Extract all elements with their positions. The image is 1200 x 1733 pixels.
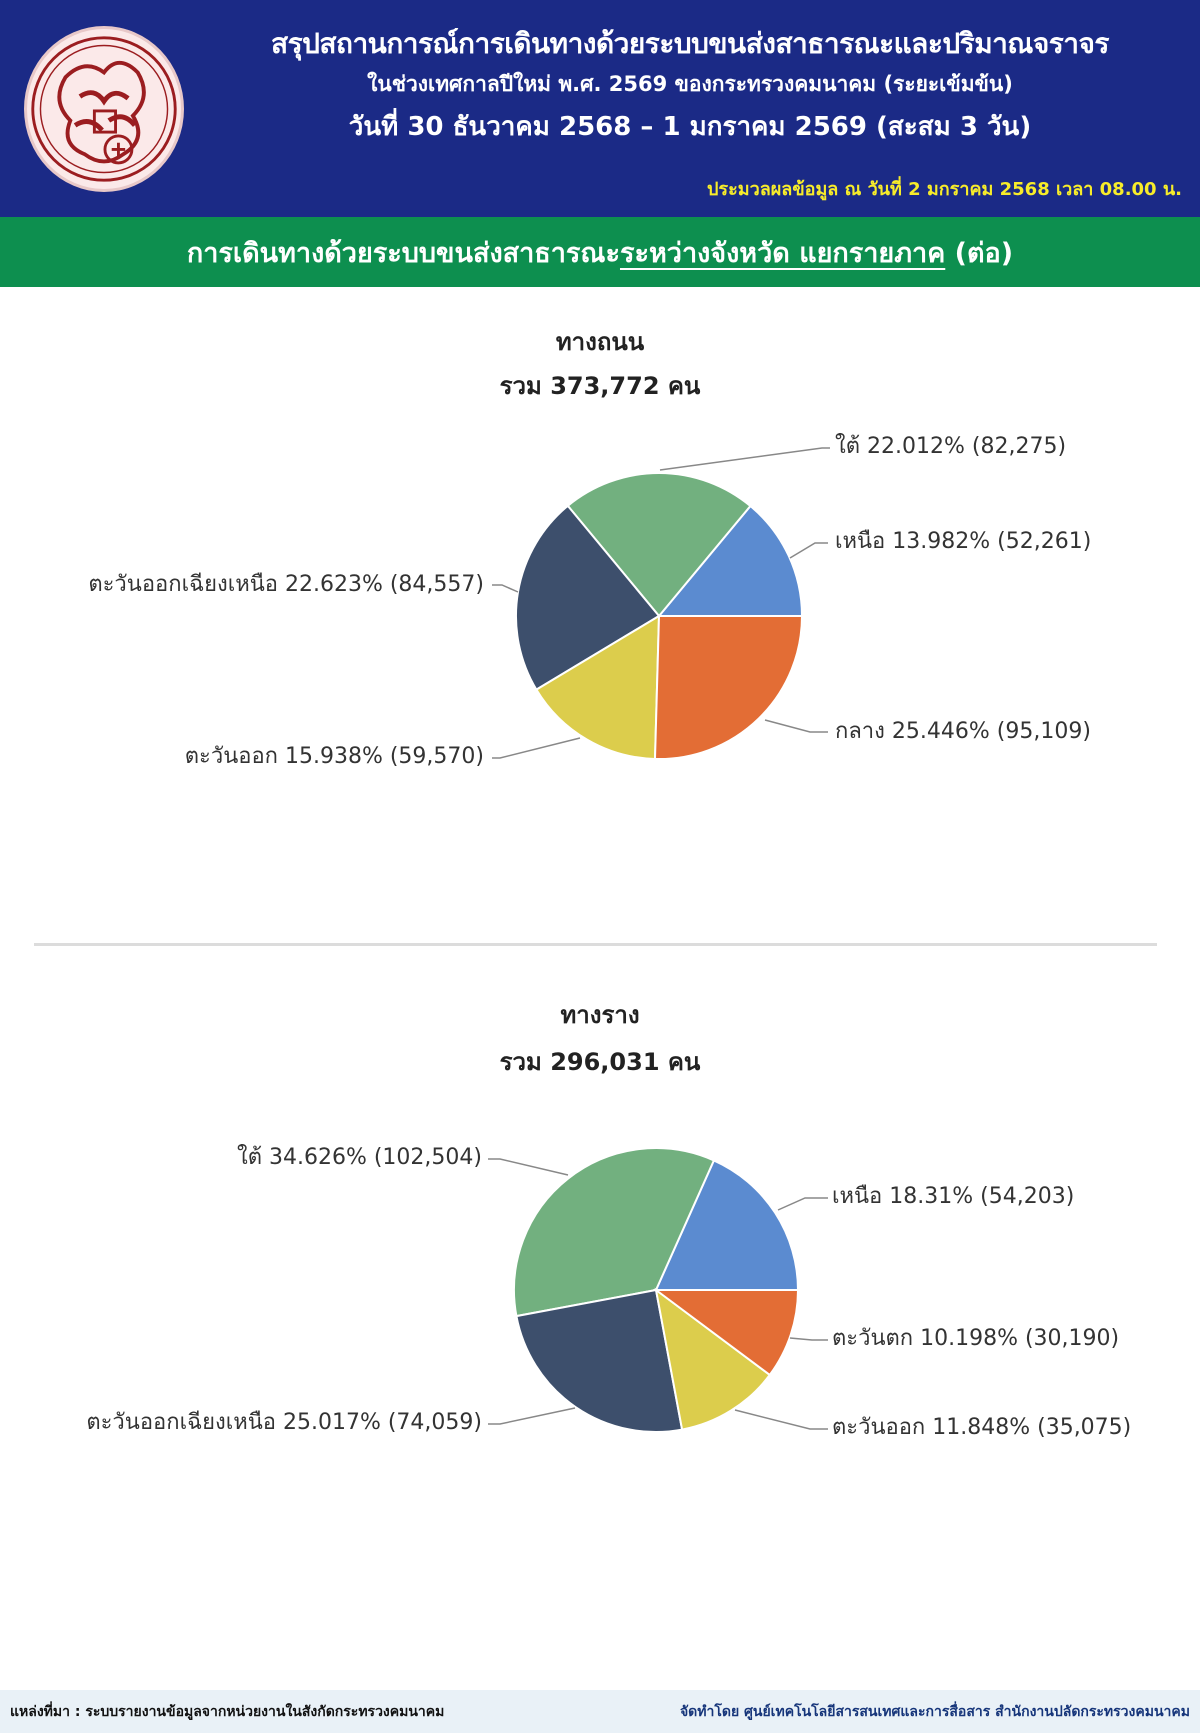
rail-label-northeast: ตะวันออกเฉียงเหนือ 25.017% (74,059) <box>86 1410 482 1435</box>
rail-slice-northeast <box>515 1288 684 1433</box>
section-heading: การเดินทางด้วยระบบขนส่งสาธารณะ ระหว่างจั… <box>0 217 1200 287</box>
section-heading-prefix: การเดินทางด้วยระบบขนส่งสาธารณะ <box>186 237 620 269</box>
rail-label-south: ใต้ 34.626% (102,504) <box>236 1145 482 1170</box>
section-heading-underlined: ระหว่างจังหวัด แยกรายภาค <box>619 237 946 269</box>
report-date-range: วันที่ 30 ธันวาคม 2568 – 1 มกราคม 2569 (… <box>348 112 1032 142</box>
section-heading-suffix: (ต่อ) <box>945 237 1014 269</box>
road-slice-east <box>535 614 661 761</box>
prepared-by-note: จัดทำโดย ศูนย์เทคโนโลยีสารสนเทศและการสื่… <box>679 1703 1190 1720</box>
road-label-central: กลาง 25.446% (95,109) <box>835 719 1091 744</box>
road-slice-central <box>653 615 804 761</box>
rail-label-west: ตะวันตก 10.198% (30,190) <box>832 1326 1120 1351</box>
rail-slice-east <box>654 1287 772 1431</box>
report-header: สรุปสถานการณ์การเดินทางด้วยระบบขนส่งสาธา… <box>0 0 1200 217</box>
report-footer: แหล่งที่มา : ระบบรายงานข้อมูลจากหน่วยงาน… <box>0 1690 1200 1733</box>
road-slice-northeast <box>514 504 661 691</box>
ministry-seal-logo <box>24 26 184 192</box>
report-subtitle: ในช่วงเทศกาลปีใหม่ พ.ศ. 2569 ของกระทรวงค… <box>367 72 1013 96</box>
road-label-northeast: ตะวันออกเฉียงเหนือ 22.623% (84,557) <box>88 572 484 597</box>
road-chart-title: ทางถนน <box>555 328 645 356</box>
road-chart-total: รวม 373,772 คน <box>499 372 701 400</box>
rail-label-east: ตะวันออก 11.848% (35,075) <box>832 1415 1132 1440</box>
rail-slice-south <box>513 1147 716 1318</box>
road-label-north: เหนือ 13.982% (52,261) <box>835 529 1092 554</box>
seal-emblem-icon <box>31 36 177 182</box>
rail-label-north: เหนือ 18.31% (54,203) <box>832 1184 1075 1209</box>
rail-pie-chart <box>488 1147 828 1433</box>
rail-slice-west <box>652 1289 800 1377</box>
processed-timestamp: ประมวลผลข้อมูล ณ วันที่ 2 มกราคม 2568 เว… <box>706 179 1182 200</box>
data-source-note: แหล่งที่มา : ระบบรายงานข้อมูลจากหน่วยงาน… <box>10 1703 445 1720</box>
road-slice-south <box>566 471 752 618</box>
road-label-east: ตะวันออก 15.938% (59,570) <box>184 744 484 769</box>
section-divider <box>34 943 1157 946</box>
rail-chart-title: ทางราง <box>560 1001 640 1029</box>
road-slice-north <box>656 504 804 617</box>
rail-chart-total: รวม 296,031 คน <box>499 1048 701 1076</box>
rail-slice-north <box>654 1159 800 1291</box>
road-pie-chart <box>492 447 830 761</box>
report-title: สรุปสถานการณ์การเดินทางด้วยระบบขนส่งสาธา… <box>271 27 1109 60</box>
road-label-south: ใต้ 22.012% (82,275) <box>835 434 1067 459</box>
